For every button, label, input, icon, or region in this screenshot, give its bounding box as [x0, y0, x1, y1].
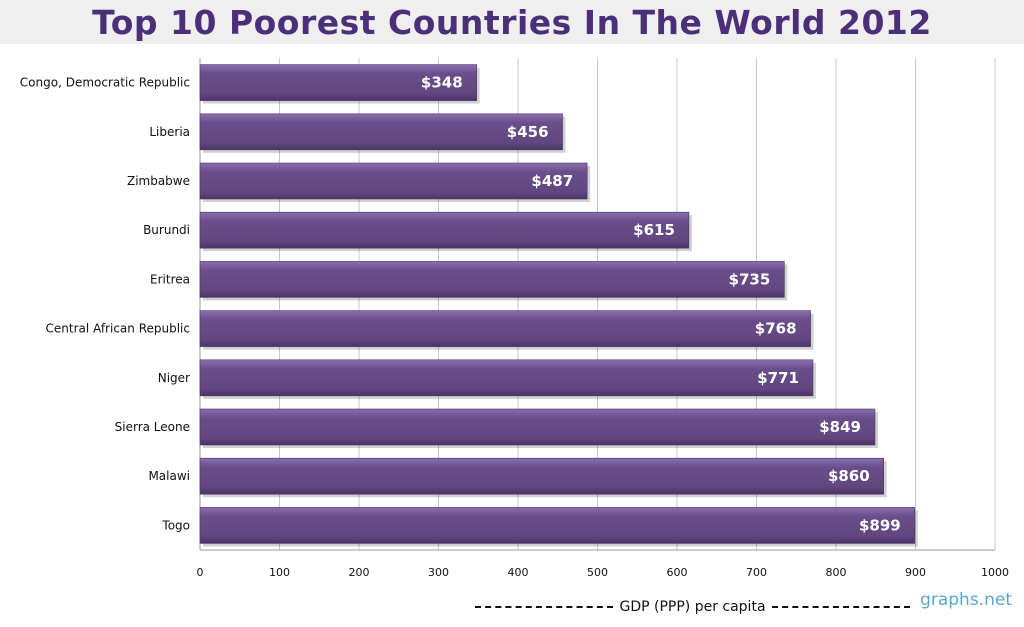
- x-tick-label: 500: [587, 566, 608, 579]
- x-tick-labels: 0 100 200 300 400 500 600 700 800 900 1000: [197, 566, 1010, 579]
- x-tick-label: 0: [197, 566, 204, 579]
- dash-left: [475, 606, 614, 608]
- bar-data-label: $456: [507, 123, 549, 141]
- x-axis-label: GDP (PPP) per capita: [619, 599, 766, 615]
- bar-data-label: $348: [421, 74, 463, 92]
- category-label: Niger: [158, 371, 190, 385]
- bar-data-label: $860: [828, 467, 870, 485]
- bar-data-label: $615: [633, 221, 675, 239]
- x-tick-label: 400: [508, 566, 529, 579]
- dash-right: [771, 606, 910, 608]
- bar-data-label: $768: [755, 320, 797, 338]
- bar-data-label: $735: [729, 270, 771, 288]
- category-label: Zimbabwe: [127, 174, 190, 188]
- bar: [199, 162, 588, 200]
- bar: [199, 113, 563, 151]
- x-tick-label: 200: [349, 566, 370, 579]
- x-tick-label: 1000: [981, 566, 1009, 579]
- x-tick-label: 600: [667, 566, 688, 579]
- bar-data-label: $771: [757, 369, 799, 387]
- bar: [199, 359, 814, 397]
- category-label: Central African Republic: [46, 322, 190, 336]
- bar-data-label: $487: [531, 172, 573, 190]
- category-label: Congo, Democratic Republic: [20, 76, 190, 90]
- category-label: Burundi: [143, 223, 190, 237]
- bar: [199, 211, 690, 249]
- bar: [199, 64, 477, 101]
- x-tick-label: 700: [746, 566, 767, 579]
- bar: [199, 457, 885, 495]
- bar: [199, 507, 916, 544]
- bar: [199, 261, 785, 298]
- bar: [199, 310, 811, 347]
- category-label: Eritrea: [150, 272, 190, 286]
- title-bar: Top 10 Poorest Countries In The World 20…: [0, 0, 1024, 44]
- category-label: Malawi: [148, 469, 190, 483]
- bar-data-label: $849: [819, 418, 861, 436]
- x-tick-label: 900: [905, 566, 926, 579]
- bar: [199, 408, 876, 446]
- x-tick-label: 100: [269, 566, 290, 579]
- category-label: Sierra Leone: [115, 420, 190, 434]
- x-tick-label: 800: [826, 566, 847, 579]
- chart-title: Top 10 Poorest Countries In The World 20…: [92, 2, 932, 42]
- x-tick-label: 300: [428, 566, 449, 579]
- category-labels: Congo, Democratic Republic Liberia Zimbabw…: [20, 76, 190, 533]
- bars: $348 $456 $487 $615 $735 $768 $771 $849 $860 $899: [199, 64, 918, 547]
- x-axis-title: GDP (PPP) per capita: [475, 597, 910, 617]
- watermark: graphs.net: [920, 590, 1012, 610]
- bar-data-label: $899: [859, 516, 901, 534]
- category-label: Liberia: [149, 125, 190, 139]
- category-label: Togo: [161, 518, 190, 532]
